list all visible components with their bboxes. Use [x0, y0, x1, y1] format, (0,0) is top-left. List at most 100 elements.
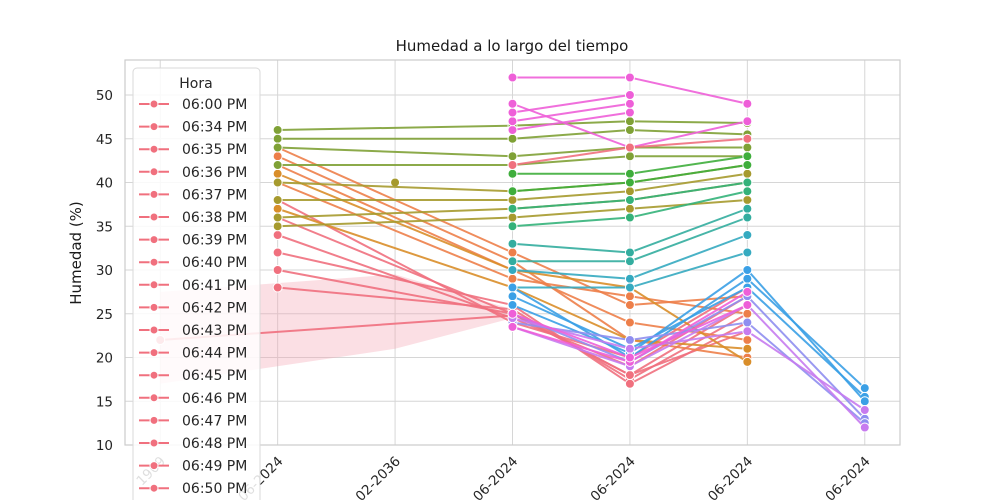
- data-point: [507, 256, 518, 267]
- data-point: [272, 265, 283, 275]
- data-point: [624, 282, 635, 293]
- legend-item: 06:34 PM: [139, 120, 247, 136]
- data-point: [507, 186, 518, 197]
- data-point: [742, 212, 753, 223]
- series: [390, 177, 401, 188]
- legend-title: Hora: [179, 76, 212, 92]
- data-point: [272, 151, 283, 162]
- data-point: [624, 335, 635, 345]
- series: [507, 300, 753, 363]
- data-point: [624, 343, 635, 354]
- series: [507, 151, 753, 179]
- legend-label: 06:45 PM: [182, 368, 247, 384]
- legend-item: 06:41 PM: [139, 278, 247, 294]
- legend-label: 06:41 PM: [182, 278, 247, 294]
- series: [507, 107, 635, 135]
- legend-marker: [149, 99, 159, 109]
- x-tick-label: ...06-2024: [578, 454, 638, 500]
- data-point: [859, 422, 870, 433]
- legend-marker: [149, 325, 159, 335]
- plot-frame: [124, 59, 901, 446]
- data-point: [742, 286, 753, 297]
- y-tick-labels: 10 15 20 25 30 35 40 45 50: [96, 88, 113, 454]
- legend-marker: [149, 257, 159, 267]
- data-point: [507, 160, 518, 170]
- data-point: [742, 151, 753, 162]
- data-point: [624, 125, 635, 135]
- legend-box: [132, 67, 261, 500]
- series-line: [277, 172, 748, 201]
- series-line: [277, 120, 748, 131]
- data-point: [742, 300, 753, 310]
- legend-label: 06:50 PM: [182, 481, 247, 497]
- data-point: [507, 116, 518, 127]
- data-point: [272, 230, 283, 240]
- legend-marker: [149, 189, 159, 199]
- data-point: [390, 177, 401, 188]
- series-line: [277, 155, 748, 359]
- data-point: [624, 256, 635, 267]
- data-point: [507, 195, 518, 205]
- data-point: [742, 186, 753, 197]
- legend-label: 06:39 PM: [182, 233, 247, 249]
- legend-marker: [149, 415, 159, 425]
- data-point: [624, 107, 635, 118]
- legend-marker: [149, 348, 159, 358]
- data-point: [507, 291, 518, 302]
- x-tick-label: ...06-2024: [696, 454, 756, 500]
- legend-label: 06:38 PM: [182, 210, 247, 226]
- legend-label: 06:00 PM: [182, 97, 247, 113]
- data-point: [272, 142, 283, 153]
- data-point: [624, 212, 635, 223]
- legend-marker: [149, 122, 159, 132]
- y-tick-label: 20: [96, 351, 113, 367]
- legend-label: 06:37 PM: [182, 187, 247, 203]
- data-point: [507, 151, 518, 162]
- legend-marker: [149, 280, 159, 290]
- legend-item: 06:43 PM: [139, 323, 247, 339]
- series: [507, 72, 753, 109]
- data-point: [742, 133, 753, 144]
- series: [507, 133, 753, 170]
- data-point: [742, 116, 753, 127]
- data-point: [272, 125, 283, 135]
- legend-item: 06:47 PM: [139, 413, 247, 429]
- data-point: [742, 273, 753, 284]
- data-point: [624, 168, 635, 179]
- series-line: [277, 199, 748, 359]
- series-line: [277, 207, 748, 350]
- series: [507, 160, 753, 197]
- legend-item: 06:49 PM: [139, 459, 247, 475]
- legend-label: 06:40 PM: [182, 255, 247, 271]
- legend-item: 06:37 PM: [139, 187, 247, 203]
- series-line: [512, 317, 866, 411]
- data-point: [859, 405, 870, 415]
- series-line: [512, 94, 631, 114]
- legend-item: 06:46 PM: [139, 391, 247, 407]
- x-tick-label: ...06-2024: [813, 454, 873, 500]
- legend-marker: [149, 370, 159, 380]
- data-point: [742, 160, 753, 170]
- data-point: [507, 133, 518, 144]
- legend-item: 06:39 PM: [139, 233, 247, 249]
- data-point: [624, 195, 635, 205]
- data-point: [272, 212, 283, 223]
- data-point: [742, 203, 753, 214]
- data-point: [624, 72, 635, 83]
- data-point: [624, 142, 635, 153]
- y-tick-label: 35: [96, 219, 113, 235]
- series: [507, 212, 753, 267]
- data-point: [624, 90, 635, 100]
- data-point: [507, 203, 518, 214]
- x-tick-label: ...06-2024: [461, 454, 521, 500]
- y-tick-label: 40: [96, 176, 113, 192]
- x-tick-label: ...02-2036: [344, 454, 404, 500]
- data-point: [624, 273, 635, 284]
- legend-label: 06:46 PM: [182, 391, 247, 407]
- legend: Hora 06:00 PM 06:34 PM 06:35 PM 06:36 PM 06:3…: [132, 67, 261, 500]
- data-point: [272, 133, 283, 144]
- data-point: [272, 168, 283, 179]
- data-point: [507, 247, 518, 258]
- data-point: [742, 195, 753, 205]
